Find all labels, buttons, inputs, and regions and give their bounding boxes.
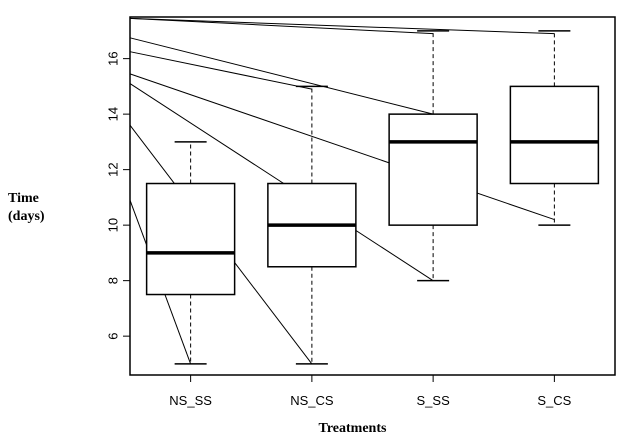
x-axis-title: Treatments	[319, 421, 387, 436]
box-S_SS	[388, 30, 478, 282]
axes: 6 8 10 12 14 16 NS_SS NS_CS S_SS S_CS	[105, 51, 571, 408]
box-NS_SS	[145, 141, 236, 365]
annotation-line	[129, 17, 555, 35]
y-tick-label: 14	[105, 107, 120, 121]
iqr-box	[145, 182, 236, 296]
iqr-box	[509, 85, 600, 185]
annotation-line	[129, 37, 434, 115]
annotation-line	[129, 83, 434, 282]
y-axis-title-line: (days)	[8, 209, 45, 224]
x-tick-label: NS_CS	[290, 393, 334, 408]
y-tick-label: 16	[105, 51, 120, 65]
x-tick-label: NS_SS	[169, 393, 212, 408]
plot-frame	[129, 16, 616, 376]
y-tick-label: 12	[105, 162, 120, 176]
box-S_CS	[509, 30, 600, 226]
x-tick-label: S_SS	[417, 393, 451, 408]
boxes	[145, 30, 600, 365]
annotation-lines	[129, 17, 555, 365]
x-tick-label: S_CS	[537, 393, 571, 408]
y-tick-label: 6	[105, 333, 120, 340]
annotation-line	[129, 51, 312, 90]
annotation-line	[129, 73, 555, 221]
box-NS_CS	[267, 85, 357, 365]
y-tick-label: 8	[105, 277, 120, 284]
y-tick-label: 10	[105, 218, 120, 232]
y-axis-title-line: Time	[8, 191, 39, 206]
iqr-box	[388, 113, 478, 226]
annotation-line	[129, 17, 434, 35]
y-axis-title: Time (days)	[8, 191, 45, 224]
